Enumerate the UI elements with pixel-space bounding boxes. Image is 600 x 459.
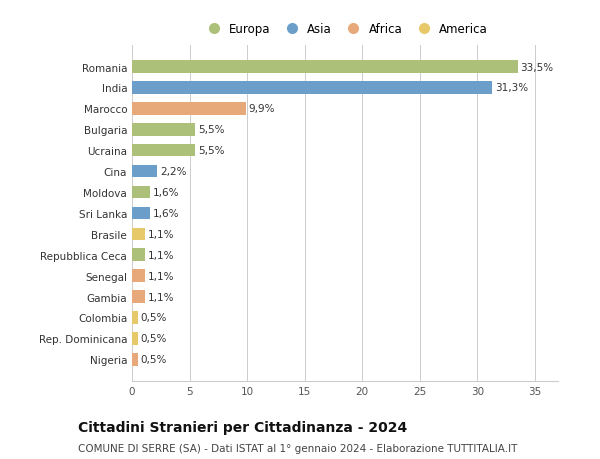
Bar — [132, 291, 145, 303]
Bar — [132, 124, 196, 136]
Bar — [132, 332, 138, 345]
Bar — [132, 186, 151, 199]
Bar — [132, 228, 145, 241]
Text: 9,9%: 9,9% — [249, 104, 275, 114]
Text: 0,5%: 0,5% — [140, 334, 167, 344]
Bar — [132, 249, 145, 262]
Bar — [132, 82, 493, 95]
Text: 1,1%: 1,1% — [148, 292, 174, 302]
Bar — [132, 270, 145, 282]
Text: 33,5%: 33,5% — [521, 62, 554, 73]
Text: 1,1%: 1,1% — [148, 230, 174, 239]
Bar — [132, 353, 138, 366]
Text: 31,3%: 31,3% — [495, 83, 529, 93]
Text: 0,5%: 0,5% — [140, 354, 167, 364]
Legend: Europa, Asia, Africa, America: Europa, Asia, Africa, America — [197, 18, 493, 41]
Text: 1,6%: 1,6% — [154, 188, 180, 197]
Bar — [132, 165, 157, 178]
Bar — [132, 312, 138, 324]
Text: Cittadini Stranieri per Cittadinanza - 2024: Cittadini Stranieri per Cittadinanza - 2… — [78, 420, 407, 434]
Bar — [132, 61, 518, 73]
Text: COMUNE DI SERRE (SA) - Dati ISTAT al 1° gennaio 2024 - Elaborazione TUTTITALIA.I: COMUNE DI SERRE (SA) - Dati ISTAT al 1° … — [78, 443, 517, 453]
Text: 5,5%: 5,5% — [198, 125, 225, 135]
Text: 1,6%: 1,6% — [154, 208, 180, 218]
Bar — [132, 145, 196, 157]
Text: 2,2%: 2,2% — [160, 167, 187, 177]
Text: 1,1%: 1,1% — [148, 271, 174, 281]
Text: 0,5%: 0,5% — [140, 313, 167, 323]
Text: 1,1%: 1,1% — [148, 250, 174, 260]
Bar — [132, 207, 151, 220]
Text: 5,5%: 5,5% — [198, 146, 225, 156]
Bar — [132, 103, 246, 115]
